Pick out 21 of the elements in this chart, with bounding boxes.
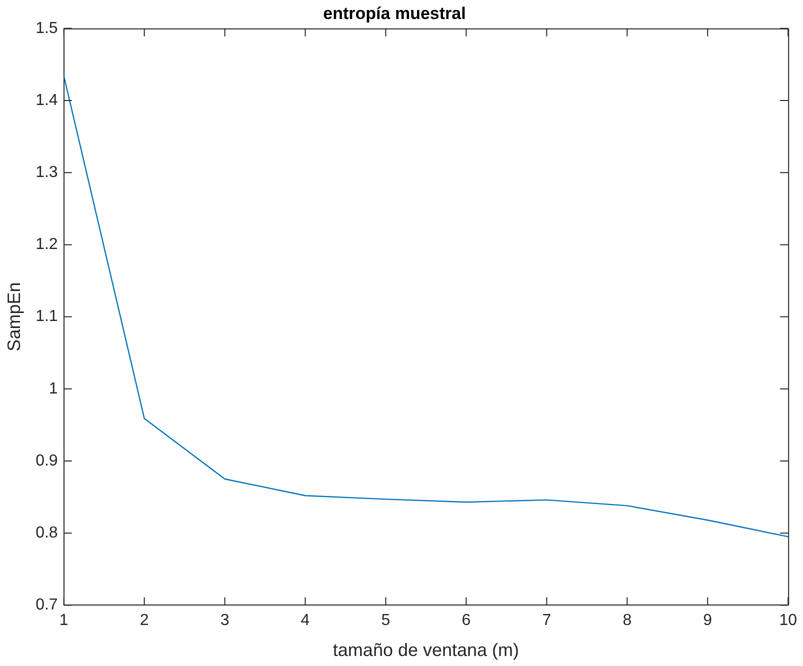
x-tick-label: 5 xyxy=(381,612,390,630)
y-tick-label: 1.5 xyxy=(36,20,58,37)
x-axis-title: tamaño de ventana (m) xyxy=(332,640,520,660)
y-axis-title: SampEn xyxy=(4,282,24,352)
y-tick-label: 1 xyxy=(48,380,58,398)
y-tick-label: 1.1 xyxy=(36,308,58,326)
chart-title: entropía muestral xyxy=(323,4,466,23)
x-tick-label: 8 xyxy=(622,612,632,630)
y-tick-label: 1.4 xyxy=(36,92,58,109)
y-tick-label: 0.8 xyxy=(36,524,58,542)
x-tick-label: 10 xyxy=(779,612,798,630)
x-tick-label: 6 xyxy=(462,612,471,630)
y-tick-label: 0.9 xyxy=(36,452,58,470)
x-tick-label: 7 xyxy=(542,612,552,630)
y-tick-label: 0.7 xyxy=(36,596,58,614)
y-tick-label: 1.2 xyxy=(36,236,58,254)
x-tick-label: 2 xyxy=(140,612,149,630)
y-tick-label: 1.3 xyxy=(36,164,58,182)
x-tick-label: 3 xyxy=(220,612,230,630)
x-tick-label: 4 xyxy=(300,612,310,630)
x-tick-label: 9 xyxy=(703,612,712,630)
